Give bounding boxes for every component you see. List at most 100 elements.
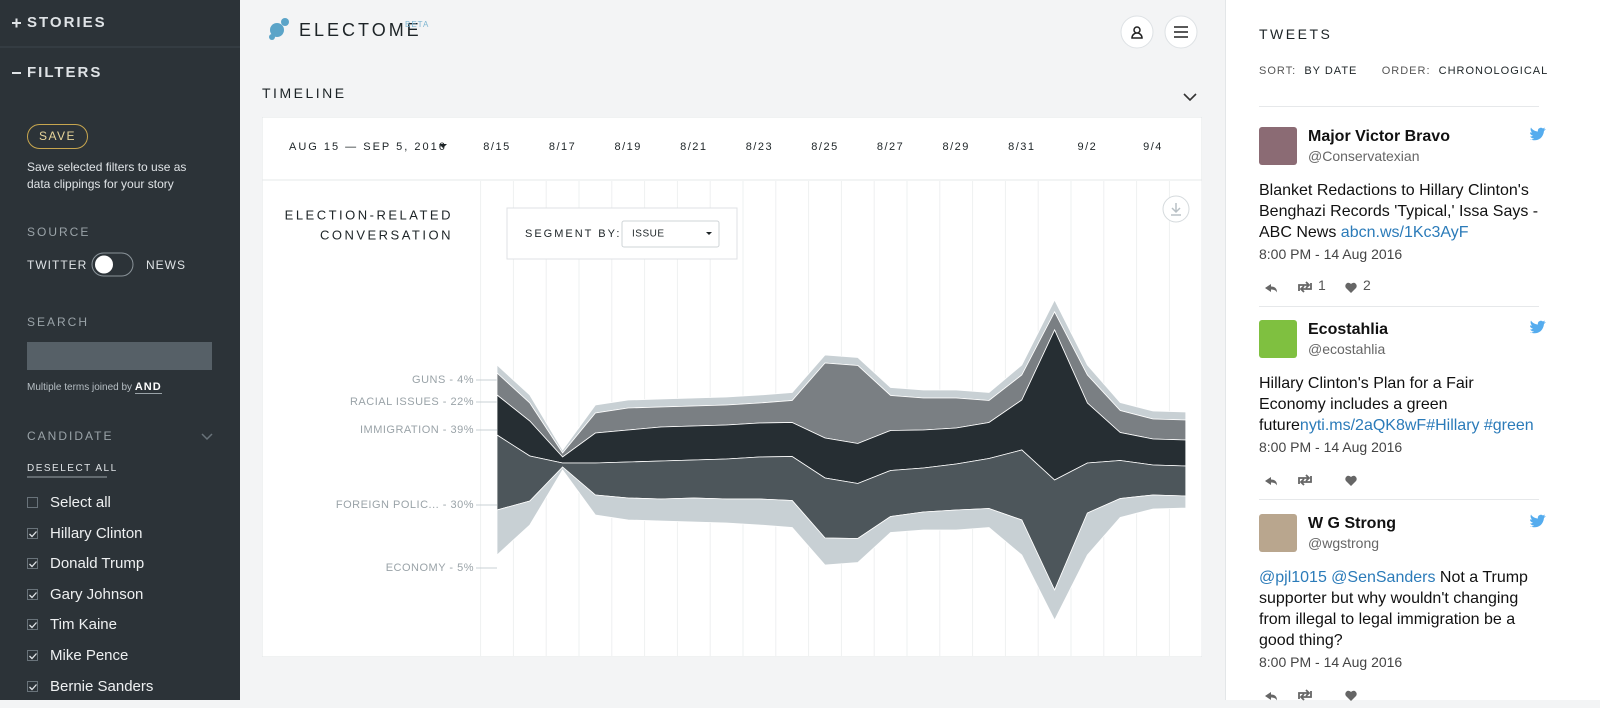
date-tick[interactable]: 8/27 — [877, 141, 904, 153]
tweet-text: @pjl1015 @SenSanders Not a Trump supporte… — [1259, 567, 1541, 651]
checkbox[interactable] — [27, 558, 38, 570]
candidate-label[interactable]: Gary Johnson — [50, 585, 144, 603]
tweet-time[interactable]: 8:00 PM - 14 Aug 2016 — [1259, 246, 1403, 262]
tweet-link[interactable]: #green — [1483, 417, 1534, 434]
twitter-bird[interactable] — [1529, 320, 1547, 336]
avatar[interactable] — [1259, 514, 1297, 552]
tweet-name[interactable]: Major Victor Bravo — [1308, 128, 1450, 145]
layer-label: GUNS - 4% — [412, 374, 474, 386]
range-caret[interactable] — [439, 144, 447, 148]
avatar[interactable] — [1259, 127, 1297, 165]
search-input[interactable] — [27, 342, 212, 370]
toggle-left[interactable]: TWITTER — [27, 258, 88, 272]
tweet-name[interactable]: W G Strong — [1308, 515, 1396, 532]
retweet-icon[interactable] — [1298, 281, 1312, 293]
reply-icon[interactable] — [1265, 692, 1277, 701]
chevron[interactable] — [201, 433, 213, 441]
tweet: Ecostahlia @ecostahlia Hillary Clinton's P… — [1259, 313, 1546, 500]
candidate-label[interactable]: Bernie Sanders — [50, 677, 154, 695]
twitter-bird[interactable] — [1529, 127, 1547, 143]
check — [29, 653, 37, 660]
date-tick[interactable]: 8/15 — [483, 141, 510, 153]
date-tick[interactable]: 8/29 — [942, 141, 969, 153]
reply-icon[interactable] — [1265, 284, 1277, 293]
source-label: SOURCE — [27, 225, 91, 239]
checkbox[interactable] — [27, 588, 38, 600]
checkbox[interactable] — [27, 619, 38, 631]
checkmark — [29, 653, 37, 660]
candidate-label[interactable]: Tim Kaine — [50, 616, 117, 634]
timeline-title: TIMELINE — [262, 85, 347, 101]
checkbox[interactable] — [27, 680, 38, 692]
order-label: ORDER: — [1381, 65, 1431, 77]
bird-shape — [1530, 320, 1546, 334]
date-tick[interactable]: 8/23 — [746, 141, 773, 153]
tweet-link[interactable]: @pjl1015 — [1259, 569, 1327, 586]
tweet-link[interactable]: @SenSanders — [1331, 569, 1436, 586]
segment-label: SEGMENT BY: — [525, 228, 621, 240]
date-tick[interactable]: 8/19 — [614, 141, 641, 153]
like-icon[interactable] — [1345, 690, 1357, 701]
tweet-link[interactable]: #Hillary — [1426, 417, 1480, 434]
toggle-right[interactable]: NEWS — [146, 258, 186, 272]
date-range[interactable]: AUG 15 — SEP 5, 2016 — [289, 141, 447, 153]
segment-select[interactable] — [621, 220, 720, 248]
logo[interactable] — [269, 18, 289, 40]
search-hint: Multiple terms joined by AND — [27, 381, 162, 394]
account-icon — [1131, 26, 1143, 39]
stream-layer[interactable] — [496, 466, 1187, 621]
tweet-header: W G Strong @wgstrong — [1259, 507, 1546, 552]
tweet-text-part: Blanket Redactions to Hillary Clinton's … — [1259, 182, 1539, 241]
search-label: SEARCH — [27, 315, 90, 329]
checkbox[interactable] — [27, 497, 38, 508]
candidate-label[interactable]: Donald Trump — [50, 555, 145, 573]
date-tick[interactable]: 8/17 — [549, 141, 576, 153]
save-button[interactable]: SAVE — [27, 124, 88, 149]
order-value[interactable]: CHRONOLOGICAL — [1438, 65, 1549, 77]
account-button[interactable] — [1120, 15, 1154, 49]
candidate-label[interactable]: Hillary Clinton — [50, 524, 143, 542]
toggle-knob[interactable] — [95, 255, 113, 274]
segment-value[interactable]: ISSUE — [632, 229, 665, 240]
retweet-icon[interactable] — [1298, 474, 1312, 486]
stories-link[interactable]: STORIES — [27, 14, 107, 31]
deselect-all[interactable]: DESELECT ALL — [27, 463, 118, 474]
tweet-link[interactable]: nyti.ms/2aQK8wF — [1299, 417, 1427, 434]
date-tick[interactable]: 9/4 — [1143, 141, 1163, 153]
filters-link[interactable]: FILTERS — [27, 64, 103, 81]
sort-value[interactable]: BY DATE — [1304, 65, 1358, 77]
tweets-title: TWEETS — [1259, 26, 1333, 42]
avatar[interactable] — [1259, 320, 1297, 358]
date-tick[interactable]: 8/25 — [811, 141, 838, 153]
brand[interactable]: ELECTOME — [299, 20, 422, 40]
date-tick[interactable]: 8/31 — [1008, 141, 1035, 153]
reply-icon[interactable] — [1265, 477, 1277, 486]
collapse-chevron[interactable] — [1183, 93, 1197, 102]
toggle[interactable] — [91, 252, 134, 277]
candidate-label: CANDIDATE — [27, 429, 114, 443]
tweet-text-part: Not a Trump supporter but why wouldn't c… — [1259, 569, 1528, 649]
tweet-handle[interactable]: @wgstrong — [1308, 535, 1380, 551]
candidate-label[interactable]: Select all — [50, 494, 111, 511]
retweet-icon[interactable] — [1298, 689, 1312, 701]
tweet: W G Strong @wgstrong @pjl1015 @SenSanders N… — [1259, 507, 1546, 708]
checkbox[interactable] — [27, 527, 38, 539]
tweet-handle[interactable]: @ecostahlia — [1308, 341, 1386, 357]
tweet-time[interactable]: 8:00 PM - 14 Aug 2016 — [1259, 654, 1403, 670]
tweets-panel: TWEETS SORT: BY DATE ORDER: CHRONOLOGICA… — [1225, 0, 1600, 701]
checkbox[interactable] — [27, 650, 38, 661]
plus-icon — [12, 18, 21, 28]
tweet-time[interactable]: 8:00 PM - 14 Aug 2016 — [1259, 439, 1403, 455]
date-tick[interactable]: 8/21 — [680, 141, 707, 153]
like-icon[interactable] — [1345, 475, 1357, 486]
tweet-name[interactable]: Ecostahlia — [1308, 321, 1389, 338]
like-icon[interactable] — [1345, 282, 1357, 293]
twitter-bird[interactable] — [1529, 514, 1547, 530]
check — [29, 530, 37, 538]
tweet-text-part: Hillary Clinton's Plan for a Fair Econom… — [1259, 375, 1474, 434]
date-tick[interactable]: 9/2 — [1078, 141, 1098, 153]
tweet-link[interactable]: abcn.ws/1Kc3AyF — [1340, 224, 1469, 241]
candidate-label[interactable]: Mike Pence — [50, 647, 129, 664]
tweet-handle[interactable]: @Conservatexian — [1308, 148, 1420, 164]
search-hint-op[interactable]: AND — [134, 381, 162, 394]
